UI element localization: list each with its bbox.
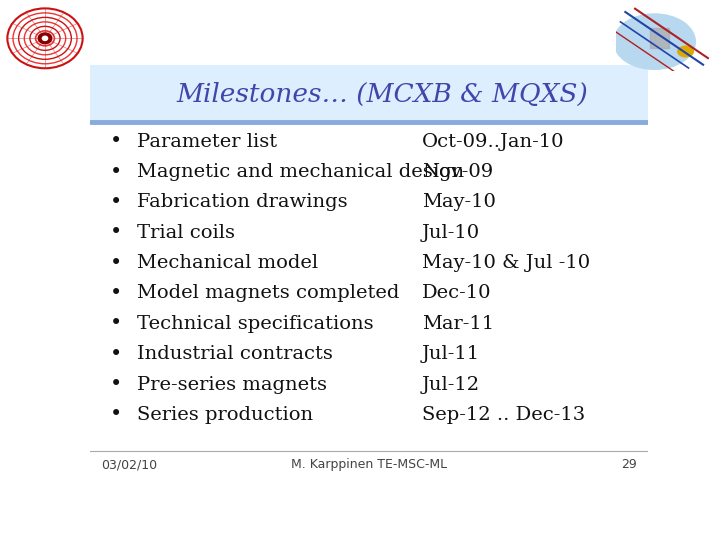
Text: •: • bbox=[110, 314, 122, 333]
Text: Sep-12 .. Dec-13: Sep-12 .. Dec-13 bbox=[422, 406, 585, 424]
Bar bbox=[90, 65, 648, 121]
Text: •: • bbox=[110, 406, 122, 424]
Text: •: • bbox=[110, 223, 122, 242]
Text: Mar-11: Mar-11 bbox=[422, 315, 494, 333]
Circle shape bbox=[42, 36, 48, 40]
Circle shape bbox=[678, 46, 693, 57]
Text: Series production: Series production bbox=[138, 406, 313, 424]
Text: •: • bbox=[110, 254, 122, 273]
Text: Magnetic and mechanical design: Magnetic and mechanical design bbox=[138, 163, 464, 181]
Text: •: • bbox=[110, 132, 122, 151]
Text: Dec-10: Dec-10 bbox=[422, 285, 492, 302]
Circle shape bbox=[613, 14, 696, 69]
Text: Trial coils: Trial coils bbox=[138, 224, 235, 242]
Bar bbox=[649, 29, 669, 48]
Text: •: • bbox=[110, 193, 122, 212]
Text: Jul-11: Jul-11 bbox=[422, 345, 480, 363]
Text: M. Karppinen TE-MSC-ML: M. Karppinen TE-MSC-ML bbox=[291, 458, 447, 471]
Text: Industrial contracts: Industrial contracts bbox=[138, 345, 333, 363]
Text: 03/02/10: 03/02/10 bbox=[101, 458, 157, 471]
Text: Fabrication drawings: Fabrication drawings bbox=[138, 193, 348, 212]
Text: Milestones… (MCXB & MQXS): Milestones… (MCXB & MQXS) bbox=[176, 82, 588, 107]
Text: May-10: May-10 bbox=[422, 193, 496, 212]
Text: 29: 29 bbox=[621, 458, 637, 471]
Text: Jul-10: Jul-10 bbox=[422, 224, 480, 242]
Circle shape bbox=[38, 33, 52, 44]
Text: Oct-09..Jan-10: Oct-09..Jan-10 bbox=[422, 133, 564, 151]
Text: •: • bbox=[110, 284, 122, 303]
Text: Jul-12: Jul-12 bbox=[422, 375, 480, 394]
Text: Pre-series magnets: Pre-series magnets bbox=[138, 375, 328, 394]
Text: Parameter list: Parameter list bbox=[138, 133, 277, 151]
Text: May-10 & Jul -10: May-10 & Jul -10 bbox=[422, 254, 590, 272]
Text: Model magnets completed: Model magnets completed bbox=[138, 285, 400, 302]
Text: •: • bbox=[110, 375, 122, 394]
Text: •: • bbox=[110, 163, 122, 181]
Text: Nov-09: Nov-09 bbox=[422, 163, 493, 181]
Text: Technical specifications: Technical specifications bbox=[138, 315, 374, 333]
Text: •: • bbox=[110, 345, 122, 364]
Text: Mechanical model: Mechanical model bbox=[138, 254, 318, 272]
